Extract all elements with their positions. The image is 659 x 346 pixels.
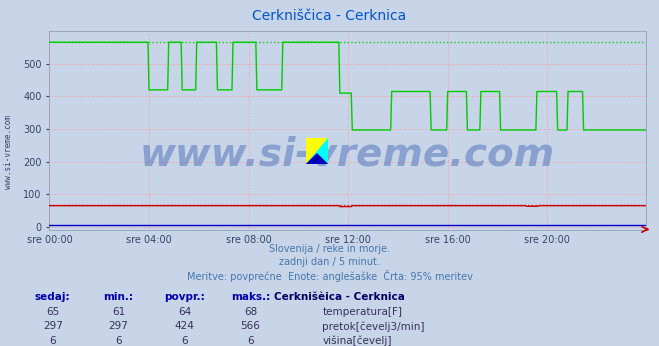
- Text: pretok[čevelj3/min]: pretok[čevelj3/min]: [322, 321, 425, 332]
- Text: 297: 297: [43, 321, 63, 331]
- Text: 6: 6: [181, 336, 188, 346]
- Text: 566: 566: [241, 321, 260, 331]
- Text: 64: 64: [178, 307, 191, 317]
- Text: 424: 424: [175, 321, 194, 331]
- Text: sedaj:: sedaj:: [35, 292, 71, 302]
- Text: 297: 297: [109, 321, 129, 331]
- Text: Meritve: povprečne  Enote: anglešaške  Črta: 95% meritev: Meritve: povprečne Enote: anglešaške Črt…: [186, 270, 473, 282]
- Text: min.:: min.:: [103, 292, 134, 302]
- Polygon shape: [306, 154, 328, 164]
- Text: www.si-vreme.com: www.si-vreme.com: [140, 136, 556, 173]
- Text: Cerkniščica - Cerknica: Cerkniščica - Cerknica: [252, 9, 407, 22]
- Text: povpr.:: povpr.:: [164, 292, 205, 302]
- Text: Cerknišèica - Cerknica: Cerknišèica - Cerknica: [274, 292, 405, 302]
- Text: 65: 65: [46, 307, 59, 317]
- Text: 6: 6: [247, 336, 254, 346]
- Text: Slovenija / reke in morje.: Slovenija / reke in morje.: [269, 244, 390, 254]
- Text: 6: 6: [115, 336, 122, 346]
- Text: www.si-vreme.com: www.si-vreme.com: [4, 115, 13, 189]
- Text: zadnji dan / 5 minut.: zadnji dan / 5 minut.: [279, 257, 380, 267]
- Polygon shape: [306, 138, 328, 164]
- Text: višina[čevelj]: višina[čevelj]: [322, 336, 391, 346]
- Text: temperatura[F]: temperatura[F]: [322, 307, 402, 317]
- Text: 68: 68: [244, 307, 257, 317]
- Text: 61: 61: [112, 307, 125, 317]
- Polygon shape: [306, 138, 328, 164]
- Text: 6: 6: [49, 336, 56, 346]
- Text: maks.:: maks.:: [231, 292, 270, 302]
